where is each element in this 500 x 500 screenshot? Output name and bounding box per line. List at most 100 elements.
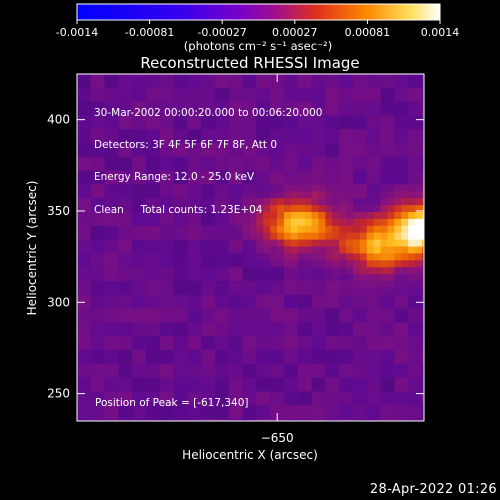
heatmap-cell: [249, 350, 257, 358]
heatmap-cell: [401, 122, 409, 130]
heatmap-cell: [318, 191, 326, 199]
heatmap-cell: [318, 198, 326, 206]
heatmap-cell: [353, 239, 361, 247]
heatmap-cell: [180, 315, 188, 323]
heatmap-cell: [228, 177, 237, 185]
heatmap-cell: [235, 143, 244, 151]
heatmap-cell: [146, 267, 154, 275]
heatmap-cell: [304, 184, 313, 192]
heatmap-cell: [139, 218, 147, 227]
heatmap-cell: [304, 294, 313, 303]
heatmap-cell: [187, 329, 195, 337]
heatmap-cell: [249, 336, 257, 344]
heatmap-cell: [139, 143, 147, 151]
heatmap-cell: [304, 315, 313, 323]
heatmap-cell: [277, 129, 285, 137]
heatmap-cell: [401, 101, 409, 109]
heatmap-cell: [415, 232, 423, 241]
heatmap-cell: [146, 170, 154, 178]
heatmap-cell: [187, 239, 195, 247]
heatmap-cell: [221, 260, 230, 268]
heatmap-cell: [77, 156, 85, 165]
heatmap-cell: [235, 350, 244, 358]
heatmap-cell: [97, 384, 106, 392]
heatmap-cell: [311, 101, 319, 109]
heatmap-cell: [387, 260, 395, 268]
heatmap-cell: [394, 350, 402, 358]
heatmap-cell: [297, 80, 306, 89]
heatmap-cell: [332, 212, 340, 220]
heatmap-cell: [173, 129, 181, 137]
heatmap-cell: [339, 170, 347, 178]
heatmap-cell: [208, 163, 216, 172]
heatmap-cell: [422, 122, 424, 130]
heatmap-cell: [311, 370, 319, 379]
heatmap-cell: [304, 205, 313, 213]
heatmap-cell: [311, 287, 319, 296]
heatmap-cell: [325, 398, 333, 406]
heatmap-cell: [394, 191, 402, 199]
heatmap-cell: [180, 129, 188, 137]
heatmap-cell: [139, 198, 147, 206]
heatmap-cell: [242, 405, 250, 413]
heatmap-cell: [152, 398, 161, 406]
heatmap-cell: [118, 191, 126, 199]
heatmap-cell: [166, 184, 175, 192]
heatmap-cell: [263, 184, 271, 192]
heatmap-cell: [187, 80, 195, 89]
heatmap-cell: [401, 370, 409, 379]
heatmap-cell: [235, 156, 244, 165]
heatmap-cell: [422, 370, 424, 379]
heatmap-cell: [242, 122, 250, 130]
heatmap-cell: [284, 343, 292, 351]
heatmap-cell: [235, 287, 244, 296]
heatmap-cell: [422, 412, 424, 420]
heatmap-cell: [359, 391, 368, 399]
heatmap-cell: [256, 225, 264, 234]
heatmap-cell: [111, 377, 119, 385]
heatmap-cell: [387, 384, 395, 392]
heatmap-cell: [359, 101, 368, 109]
heatmap-cell: [290, 315, 299, 323]
heatmap-cell: [290, 301, 299, 310]
heatmap-cell: [359, 74, 368, 82]
heatmap-cell: [201, 294, 209, 303]
heatmap-cell: [373, 87, 382, 96]
heatmap-cell: [401, 391, 409, 399]
heatmap-cell: [228, 287, 237, 296]
heatmap-cell: [249, 322, 257, 330]
heatmap-cell: [180, 412, 188, 420]
heatmap-cell: [401, 308, 409, 316]
heatmap-cell: [353, 170, 361, 178]
heatmap-cell: [118, 212, 126, 220]
heatmap-cell: [187, 308, 195, 316]
heatmap-cell: [159, 87, 168, 96]
heatmap-cell: [208, 239, 216, 247]
heatmap-cell: [194, 308, 202, 316]
heatmap-cell: [208, 108, 216, 116]
heatmap-cell: [90, 246, 99, 254]
heatmap-cell: [235, 163, 244, 172]
heatmap-cell: [353, 143, 361, 151]
heatmap-cell: [387, 143, 395, 151]
heatmap-cell: [339, 122, 347, 130]
heatmap-cell: [353, 350, 361, 358]
heatmap-cell: [373, 156, 382, 165]
heatmap-cell: [387, 184, 395, 192]
heatmap-cell: [132, 363, 140, 372]
heatmap-cell: [201, 101, 209, 109]
heatmap-cell: [332, 184, 340, 192]
heatmap-cell: [187, 391, 195, 399]
heatmap-cell: [90, 205, 99, 213]
heatmap-cell: [215, 253, 223, 261]
heatmap-cell: [152, 246, 161, 254]
heatmap-cell: [394, 225, 402, 234]
heatmap-cell: [401, 398, 409, 406]
heatmap-cell: [235, 239, 244, 247]
heatmap-cell: [415, 419, 423, 421]
heatmap-cell: [166, 239, 175, 247]
heatmap-cell: [104, 419, 112, 421]
heatmap-cell: [77, 315, 85, 323]
chart-title: Reconstructed RHESSI Image: [140, 54, 359, 72]
